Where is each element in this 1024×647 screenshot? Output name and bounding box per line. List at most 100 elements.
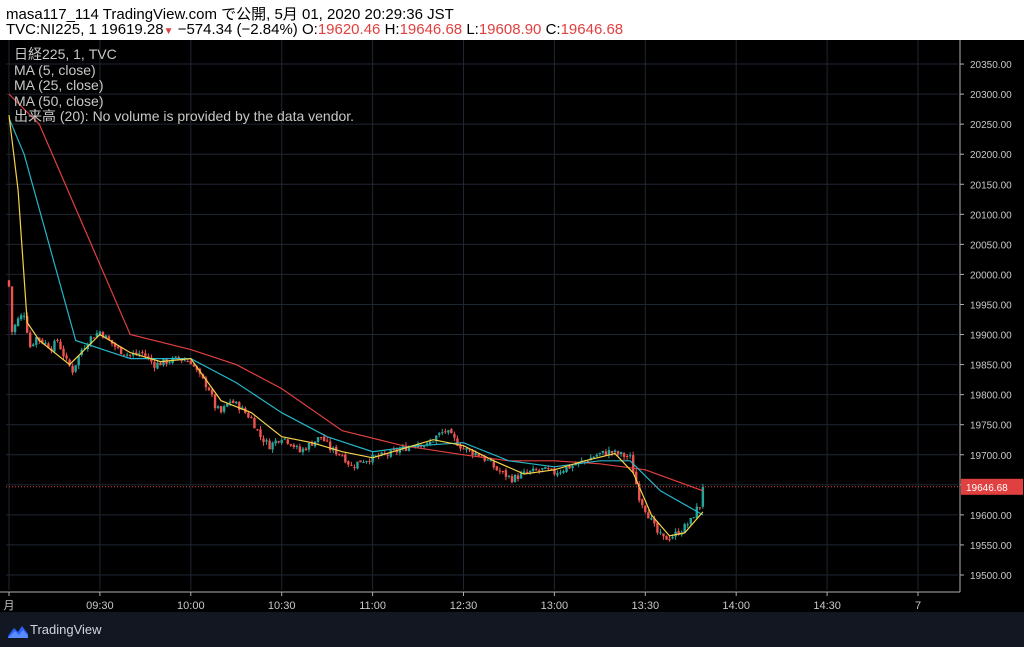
candle [341,455,344,457]
candle [501,471,505,473]
open-value: 19620.46 [317,21,381,38]
candle [350,464,353,466]
candle [7,280,11,287]
candle [213,394,217,409]
candle [153,361,156,368]
candle [219,406,223,413]
candle [616,451,620,455]
candle [662,533,665,537]
high-value: 19646.68 [399,21,463,38]
candle [668,539,671,541]
brand-name[interactable]: TradingView [30,622,102,637]
candle [259,429,262,438]
price-tick-label: 19500.00 [970,571,1012,582]
candle [541,468,544,470]
candle [398,449,402,453]
candle [610,451,614,454]
candle [510,476,514,483]
candle [686,524,689,526]
time-tick-label: 13:00 [541,600,569,612]
candle [262,438,265,443]
candle [422,445,426,447]
candle [592,456,595,458]
candle [477,454,480,457]
low-value: 19608.90 [478,21,542,38]
candle [671,536,674,539]
candle [659,532,662,534]
candle [435,435,438,442]
candle [77,355,80,366]
price-tick-label: 19750.00 [970,421,1012,432]
candle [665,535,668,540]
price-chart[interactable]: 19500.0019550.0019600.0019650.0019700.00… [0,40,1024,612]
candle [338,453,341,455]
price-tick-label: 19800.00 [970,391,1012,402]
close-label: C: [545,21,561,38]
candle [147,356,150,358]
candle [625,456,629,458]
candle [635,471,638,485]
candle [89,336,93,345]
time-tick-label: 12:30 [450,600,478,612]
candle [144,353,147,357]
candle [135,352,138,355]
candle [647,512,650,519]
last-price: 19619.28 [101,21,164,38]
candle [604,451,608,456]
candle [41,339,44,344]
tradingview-logo-icon[interactable] [8,624,28,638]
candle [207,387,211,391]
price-tick-label: 19850.00 [970,361,1012,372]
candle [698,507,702,509]
candle [516,475,520,479]
candle [444,431,447,433]
candle [116,346,120,348]
candle [92,337,96,339]
legend-symbol[interactable]: 日経225, 1, TVC [14,46,117,62]
candle [644,505,647,512]
candle [656,522,659,533]
legend-ma25[interactable]: MA (25, close) [14,77,104,93]
candle [622,453,626,457]
ma25-line [8,117,704,516]
candle [550,468,553,470]
candle [641,499,644,506]
price-tick-label: 20100.00 [970,210,1012,221]
price-tick-label: 20300.00 [970,90,1012,101]
candle [304,448,308,451]
candle [559,472,562,474]
candle [186,361,189,363]
candle [65,355,68,359]
candle [25,315,29,333]
candle [32,344,35,346]
time-tick-label: 10:30 [268,600,296,612]
candle [447,430,450,433]
legend-ma50[interactable]: MA (50, close) [14,92,104,109]
candle [150,357,153,362]
legend-volume[interactable]: 出来高 (20): No volume is provided by the d… [14,108,355,124]
low-label: L: [466,21,479,38]
candle [189,360,192,365]
price-tick-label: 20350.00 [970,60,1012,71]
candle [168,362,171,364]
candle [535,469,538,471]
candle [174,356,177,358]
price-tick-label: 20250.00 [970,120,1012,131]
candle [538,470,541,472]
change: −574.34 (−2.84%) [177,21,298,38]
candle [289,444,292,446]
time-tick-label: 09:30 [86,600,114,612]
legend-ma5[interactable]: MA (5, close) [14,61,96,78]
candle [29,332,32,348]
candle [159,362,162,366]
candle [677,531,680,535]
candle [465,448,468,450]
candle [322,436,326,442]
ma50-line [8,93,704,492]
candle [565,467,568,472]
candle [271,442,274,450]
open-label: O: [301,21,318,38]
candle [425,443,429,445]
candle [607,450,611,456]
candle [138,353,141,355]
